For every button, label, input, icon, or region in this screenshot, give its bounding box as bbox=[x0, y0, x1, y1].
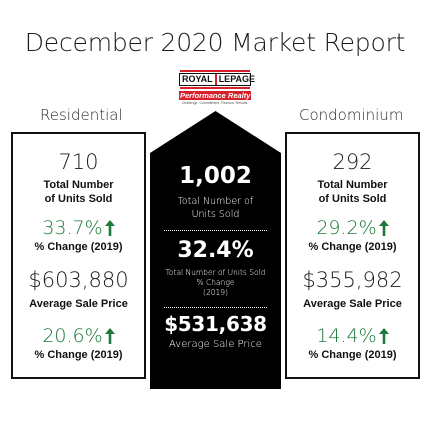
total-avg-price: $531,638 bbox=[164, 312, 267, 336]
arrow-up-icon bbox=[378, 328, 389, 344]
dotted-divider bbox=[164, 230, 267, 231]
condominium-avg-price: $355,982 bbox=[302, 268, 403, 292]
residential-avg-price-label: Average Sale Price bbox=[29, 298, 128, 310]
arrow-up-icon bbox=[104, 328, 115, 344]
condominium-units-change-wrap: 29.2% bbox=[316, 216, 389, 240]
condominium-units-label: Total Number of Units Sold bbox=[287, 178, 418, 206]
residential-units-change-wrap: 33.7% bbox=[42, 216, 115, 240]
residential-panel: 710 Total Number of Units Sold 33.7% % C… bbox=[11, 132, 146, 379]
logo-wordmark: ROYAL LEPAGE bbox=[179, 70, 255, 89]
residential-price-change-label: % Change (2019) bbox=[34, 349, 123, 361]
brokerage-logo: ROYAL LEPAGE Performance Realty Challeng… bbox=[179, 70, 255, 105]
condominium-units-change-label: % Change (2019) bbox=[308, 241, 397, 253]
total-units-label: Total Number of Units Sold bbox=[150, 195, 281, 221]
residential-units-label-line1: Total Number bbox=[43, 179, 114, 191]
residential-avg-price: $603,880 bbox=[28, 268, 129, 292]
residential-price-change-wrap: 20.6% bbox=[42, 324, 115, 348]
condominium-heading: Condominium bbox=[299, 106, 404, 124]
residential-price-change: 20.6% bbox=[42, 325, 103, 347]
total-market-house: 1,002 Total Number of Units Sold 32.4% T… bbox=[150, 111, 281, 389]
total-units-label-line2: Units Sold bbox=[191, 209, 240, 220]
condominium-units-label-line1: Total Number bbox=[317, 179, 388, 191]
residential-price-change-row: 20.6% bbox=[13, 324, 144, 348]
condominium-units-sold: 292 bbox=[332, 150, 373, 174]
total-units-change-label: Total Number of Units Sold % Change (201… bbox=[150, 268, 281, 298]
residential-units-change-row: 33.7% bbox=[13, 216, 144, 240]
logo-tagline: Challenge. Commitment. Passion. Results. bbox=[181, 101, 249, 105]
page-title: December 2020 Market Report bbox=[24, 28, 406, 57]
residential-units-label-line2: of Units Sold bbox=[44, 193, 113, 205]
logo-brand-left: ROYAL bbox=[180, 74, 217, 85]
residential-heading: Residential bbox=[40, 106, 123, 124]
condominium-panel: 292 Total Number of Units Sold 29.2% % C… bbox=[285, 132, 420, 379]
total-units-sold: 1,002 bbox=[179, 163, 252, 189]
total-units-change: 32.4% bbox=[177, 238, 254, 263]
condominium-price-change-wrap: 14.4% bbox=[316, 324, 389, 348]
total-avg-price-label: Average Sale Price bbox=[169, 339, 262, 350]
logo-brand-right: LEPAGE bbox=[218, 74, 256, 84]
condominium-avg-price-label: Average Sale Price bbox=[303, 298, 402, 310]
total-units-change-label-line1: Total Number of Units Sold bbox=[165, 268, 266, 277]
condominium-units-label-line2: of Units Sold bbox=[318, 193, 387, 205]
residential-units-change-label: % Change (2019) bbox=[34, 241, 123, 253]
condominium-price-change-label: % Change (2019) bbox=[308, 349, 397, 361]
residential-units-label: Total Number of Units Sold bbox=[13, 178, 144, 206]
total-units-label-line1: Total Number of bbox=[177, 196, 254, 207]
total-units-change-label-line3: (2019) bbox=[203, 288, 228, 297]
condominium-units-change: 29.2% bbox=[316, 217, 377, 239]
arrow-up-icon bbox=[378, 220, 389, 236]
arrow-up-icon bbox=[104, 220, 115, 236]
condominium-units-change-row: 29.2% bbox=[287, 216, 418, 240]
residential-units-sold: 710 bbox=[58, 150, 99, 174]
condominium-price-change: 14.4% bbox=[316, 325, 377, 347]
condominium-price-change-row: 14.4% bbox=[287, 324, 418, 348]
total-units-change-label-line2: % Change bbox=[196, 278, 235, 287]
dotted-divider bbox=[164, 307, 267, 308]
residential-units-change: 33.7% bbox=[42, 217, 103, 239]
logo-subtitle: Performance Realty bbox=[179, 91, 251, 100]
